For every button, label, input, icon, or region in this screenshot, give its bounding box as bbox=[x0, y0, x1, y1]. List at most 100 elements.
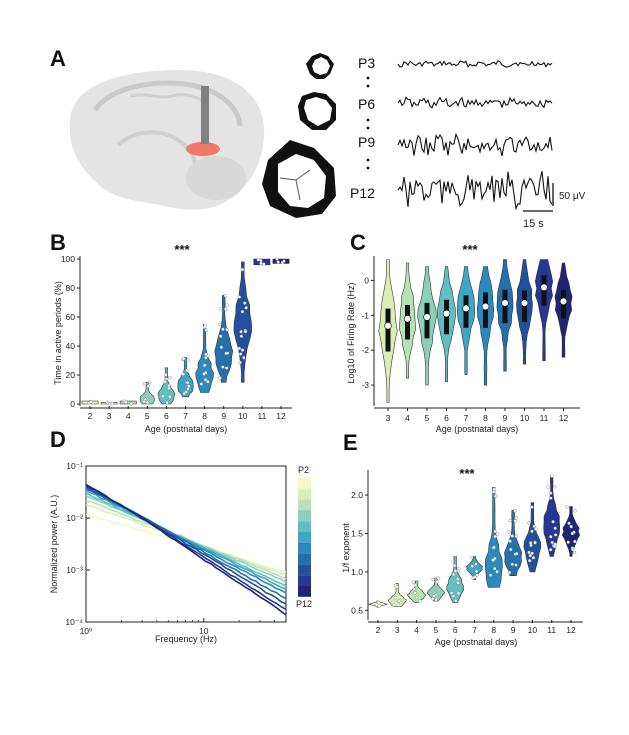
data-point bbox=[206, 354, 210, 358]
x-axis-label-b: Age (postnatal days) bbox=[145, 424, 228, 434]
y-axis-label-d: Normalized power (A.U.) bbox=[49, 495, 59, 594]
colorbar-label-bottom: P12 bbox=[296, 599, 312, 609]
data-point bbox=[238, 360, 242, 365]
data-point bbox=[392, 603, 396, 607]
data-point bbox=[514, 516, 519, 520]
data-point bbox=[146, 384, 151, 388]
violin-median bbox=[384, 322, 392, 330]
data-point bbox=[507, 530, 511, 534]
data-point bbox=[397, 599, 401, 603]
colorbar-swatch bbox=[298, 532, 311, 543]
data-point bbox=[553, 533, 558, 537]
data-point bbox=[395, 585, 399, 589]
y-tick-label: 2.0 bbox=[351, 490, 363, 500]
x-tick-label: 12 bbox=[276, 411, 286, 421]
x-tick-label: 11 bbox=[540, 413, 549, 423]
data-point bbox=[456, 569, 460, 573]
x-tick-label: 9 bbox=[221, 411, 226, 421]
panel-b-label: B bbox=[50, 230, 66, 255]
data-point bbox=[204, 352, 208, 357]
x-tick-label: 12 bbox=[566, 625, 576, 635]
data-point bbox=[242, 356, 246, 360]
data-point bbox=[553, 485, 557, 489]
y-tick-label: 100 bbox=[61, 254, 75, 264]
trace-label-p9: P9 bbox=[358, 134, 375, 150]
x-tick-label: 10 bbox=[520, 413, 530, 423]
x-ticks-b: 2 3 4 5 6 7 8 9 10 11 12 bbox=[88, 406, 286, 421]
data-point bbox=[549, 496, 553, 500]
data-point bbox=[110, 402, 115, 406]
data-point bbox=[513, 509, 517, 513]
y-ticks-c: -3 -2 -1 0 bbox=[361, 275, 374, 390]
x-tick-label: 8 bbox=[491, 625, 496, 635]
violin-4 bbox=[406, 580, 427, 603]
x-tick-label: 4 bbox=[126, 411, 131, 421]
violin-11 bbox=[543, 475, 561, 557]
violin-9 bbox=[504, 510, 523, 577]
trace-separator-dots bbox=[366, 76, 370, 170]
data-point bbox=[393, 596, 398, 600]
data-point bbox=[549, 535, 553, 539]
data-point bbox=[566, 540, 570, 544]
x-tick-label: 6 bbox=[444, 413, 449, 423]
data-point bbox=[145, 400, 150, 405]
trace-label-p3: P3 bbox=[358, 55, 375, 71]
data-point bbox=[493, 566, 497, 571]
colorbar-swatch bbox=[298, 586, 311, 597]
x-axis-label-d: Frequency (Hz) bbox=[155, 634, 217, 644]
data-point bbox=[492, 487, 497, 491]
data-point bbox=[488, 573, 493, 577]
data-point bbox=[143, 397, 148, 401]
data-point bbox=[495, 532, 500, 536]
data-point bbox=[493, 534, 497, 539]
data-point bbox=[553, 526, 557, 530]
data-point bbox=[532, 524, 537, 529]
y-ticks-e: 0.5 1.0 1.5 2.0 bbox=[351, 490, 368, 615]
violin-5 bbox=[426, 577, 446, 602]
data-point bbox=[202, 363, 207, 367]
data-point bbox=[224, 366, 229, 370]
violin-7 bbox=[466, 556, 483, 580]
data-point bbox=[164, 373, 168, 377]
data-point bbox=[453, 569, 457, 573]
panel-a-label: A bbox=[50, 46, 66, 71]
data-point bbox=[492, 490, 496, 494]
data-point bbox=[225, 303, 229, 307]
data-point bbox=[528, 558, 532, 563]
violin-median bbox=[520, 299, 529, 307]
data-point bbox=[474, 562, 478, 566]
y-tick-label: 80 bbox=[66, 283, 76, 293]
data-point bbox=[185, 368, 189, 373]
data-point bbox=[551, 520, 555, 524]
data-point bbox=[412, 587, 416, 591]
x-tick-label: 3 bbox=[395, 625, 400, 635]
data-point bbox=[218, 334, 223, 338]
pup-head-icons bbox=[262, 53, 336, 218]
y-tick-label: 0 bbox=[364, 275, 369, 285]
data-point bbox=[167, 386, 171, 391]
data-point bbox=[451, 594, 456, 598]
data-point bbox=[493, 529, 497, 534]
x-tick-label: 7 bbox=[464, 413, 469, 423]
data-point bbox=[573, 539, 577, 544]
data-point bbox=[204, 328, 209, 332]
x-tick-label: 12 bbox=[559, 413, 569, 423]
violin-11 bbox=[534, 259, 554, 362]
violin-median bbox=[501, 299, 509, 307]
data-point bbox=[451, 572, 456, 577]
data-point bbox=[124, 400, 128, 404]
panel-a: A P3 P6 P9 P12 bbox=[50, 46, 586, 230]
y-axis-label-c: Log10 of Firing Rate (Hz) bbox=[346, 282, 356, 383]
y-tick-label: -1 bbox=[361, 310, 369, 320]
plot-frame-d bbox=[85, 465, 287, 623]
data-point bbox=[219, 307, 223, 311]
trace-label-p6: P6 bbox=[358, 96, 375, 112]
violin-10 bbox=[523, 502, 542, 573]
data-point bbox=[256, 258, 260, 262]
data-point bbox=[470, 564, 474, 568]
x-tick-label: 8 bbox=[202, 411, 207, 421]
data-point bbox=[432, 594, 436, 598]
colorbar-label-top: P2 bbox=[298, 465, 309, 475]
y-tick-label: -3 bbox=[361, 380, 369, 390]
data-point bbox=[527, 521, 531, 525]
